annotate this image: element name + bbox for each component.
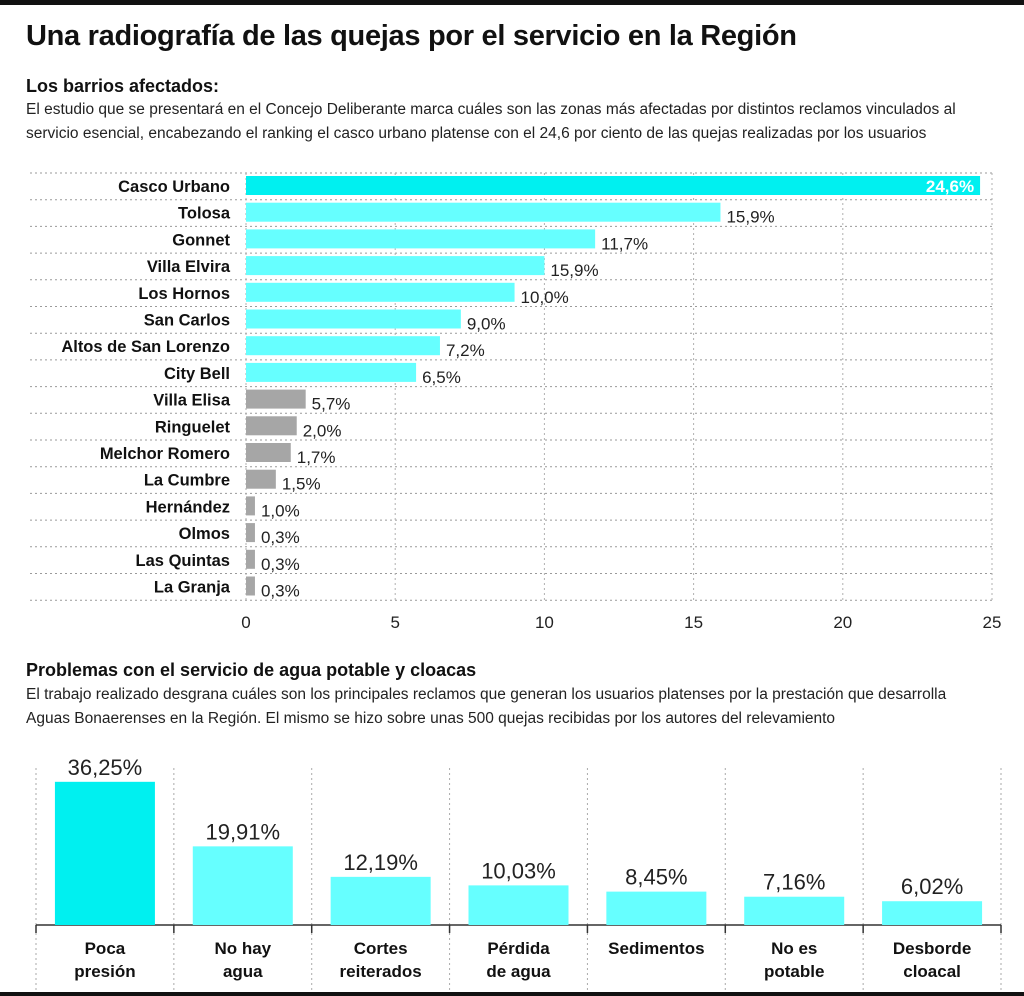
value-label: 7,2% [446, 341, 485, 360]
bar [882, 901, 983, 925]
category-label: Villa Elvira [147, 258, 231, 276]
value-label: 12,19% [343, 850, 418, 875]
bar [246, 282, 515, 302]
value-label: 0,3% [261, 582, 300, 601]
value-label: 0,3% [261, 555, 300, 574]
value-label: 10,0% [521, 288, 569, 307]
category-label: City Bell [164, 365, 230, 383]
category-label: Olmos [179, 525, 230, 543]
category-label: reiterados [340, 962, 422, 981]
value-label: 11,7% [601, 234, 648, 253]
category-label: potable [764, 962, 824, 981]
bar [246, 523, 255, 543]
category-label: agua [223, 962, 263, 981]
category-label: No es [771, 939, 817, 958]
x-tick-label: 25 [983, 613, 1002, 632]
category-label: Gonnet [172, 231, 230, 249]
bar [246, 469, 276, 489]
x-tick-label: 20 [833, 613, 852, 632]
value-label: 6,5% [422, 368, 461, 387]
section-1-title: Los barrios afectados: [26, 76, 220, 96]
water-service-complaints-bar-chart: 36,25% Poca presión 19,91% No hay agua 12,19% C… [35, 755, 1002, 990]
bar [246, 362, 417, 382]
category-label: Melchor Romero [100, 445, 230, 463]
value-label: 0,3% [261, 528, 300, 547]
bar [468, 885, 569, 925]
category-label: Poca [85, 939, 126, 958]
bar [54, 781, 155, 925]
section-2-description-line: El trabajo realizado desgrana cuáles son… [26, 686, 947, 703]
bar [330, 876, 431, 925]
value-label: 1,7% [297, 448, 336, 467]
category-label: Desborde [893, 939, 971, 958]
neighborhood-complaints-bar-chart: 0 5 10 15 20 25 Casco Urbano 24,6% Tolosa 15,9% Go… [30, 172, 1002, 632]
value-label: 10,03% [481, 858, 556, 883]
section-2-description: El trabajo realizado desgrana cuáles son… [26, 683, 1016, 731]
category-label: presión [74, 962, 135, 981]
value-label: 1,0% [261, 501, 300, 520]
bar [246, 229, 596, 249]
bar [246, 176, 981, 195]
bar [246, 443, 291, 462]
bar [246, 549, 255, 569]
category-label: Las Quintas [136, 552, 230, 570]
category-label: Villa Elisa [153, 392, 231, 410]
value-label: 1,5% [282, 475, 321, 494]
section-1-description-line: El estudio que se presentará en el Conce… [26, 101, 956, 118]
category-label: Los Hornos [138, 285, 230, 303]
value-label: 8,45% [625, 865, 687, 890]
bar [192, 846, 293, 925]
section-1-description-line: servicio esencial, encabezando el rankin… [26, 125, 927, 142]
category-label: Sedimentos [608, 939, 704, 958]
x-tick-label: 5 [390, 613, 399, 632]
category-label: Tolosa [178, 205, 231, 223]
value-label: 36,25% [68, 755, 143, 780]
category-label: Hernández [146, 498, 230, 516]
value-label: 6,02% [901, 874, 963, 899]
section-2-title: Problemas con el servicio de agua potabl… [26, 660, 477, 680]
value-label: 2,0% [303, 421, 342, 440]
category-label: Casco Urbano [118, 178, 230, 196]
category-label: San Carlos [144, 312, 230, 330]
value-label: 19,91% [205, 819, 280, 844]
category-label: Pérdida [487, 939, 550, 958]
category-label: La Granja [154, 579, 231, 597]
category-label: No hay [214, 939, 271, 958]
category-label: Ringuelet [155, 418, 231, 436]
bar [246, 336, 440, 356]
top-rule [0, 0, 1024, 5]
value-label: 15,9% [726, 208, 774, 227]
category-label: Altos de San Lorenzo [61, 338, 230, 356]
section-2-description-line: Aguas Bonaerenses en la Región. El mismo… [26, 710, 836, 727]
bar [246, 202, 721, 222]
value-label: 9,0% [467, 315, 506, 334]
bar [744, 896, 845, 925]
bar [246, 576, 255, 596]
value-label: 15,9% [550, 261, 598, 280]
bar [246, 389, 306, 409]
section-1-description: El estudio que se presentará en el Conce… [26, 98, 1016, 146]
bar [606, 891, 707, 925]
category-label: de agua [486, 962, 551, 981]
x-tick-label: 0 [241, 613, 250, 632]
category-label: Cortes [354, 939, 408, 958]
page-title: Una radiografía de las quejas por el ser… [26, 20, 797, 52]
bar [246, 496, 255, 516]
bottom-rule [0, 992, 1024, 996]
value-label: 24,6% [926, 177, 974, 196]
value-label: 5,7% [312, 395, 351, 414]
x-tick-label: 15 [684, 613, 703, 632]
category-label: La Cumbre [144, 472, 230, 490]
x-tick-label: 10 [535, 613, 554, 632]
value-label: 7,16% [763, 870, 825, 895]
bar [246, 309, 461, 329]
bar [246, 256, 545, 276]
bar [246, 416, 297, 436]
category-label: cloacal [903, 962, 961, 981]
